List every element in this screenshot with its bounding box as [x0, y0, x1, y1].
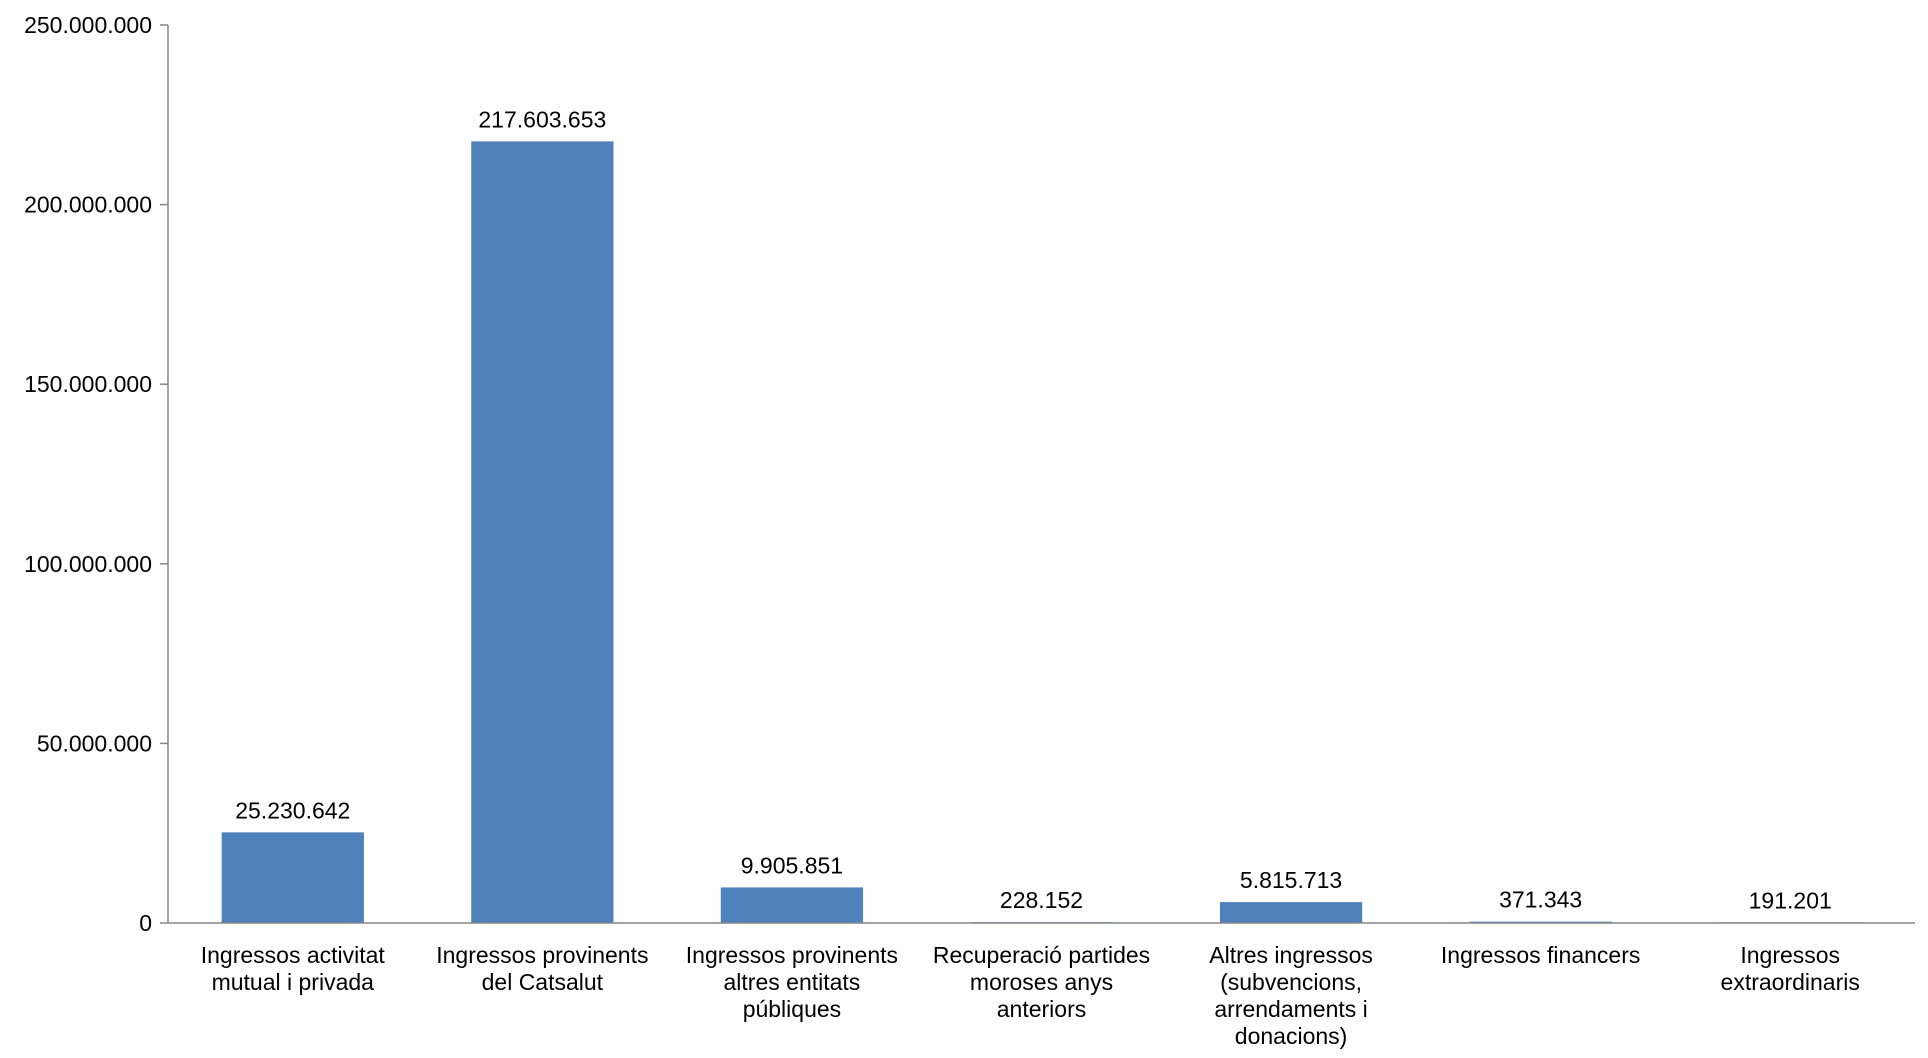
category-label: Ingressos extraordinaris: [1721, 942, 1860, 995]
category-label-line: (subvencions,: [1220, 969, 1362, 995]
data-label: 228.152: [1000, 887, 1083, 913]
y-tick-label: 150.000.000: [24, 371, 152, 397]
category-label-line: del Catsalut: [482, 969, 604, 995]
category-label-line: extraordinaris: [1721, 969, 1860, 995]
data-label: 191.201: [1749, 887, 1832, 913]
category-label-line: Recuperació partides: [933, 942, 1150, 968]
category-label: Ingressos activitat mutual i privada: [201, 942, 386, 995]
bar: [471, 141, 614, 923]
y-tick-label: 250.000.000: [24, 12, 152, 38]
category-label: Altres ingressos (subvencions, arrendament…: [1209, 942, 1373, 1049]
data-label: 371.343: [1499, 887, 1582, 913]
y-tick-label: 0: [139, 910, 152, 936]
category-label-line: altres entitats: [724, 969, 861, 995]
category-labels: Ingressos activitat mutual i privadaIngre…: [201, 942, 1860, 1049]
bar: [221, 832, 364, 923]
category-label-line: arrendaments i: [1214, 996, 1367, 1022]
y-tick-label: 200.000.000: [24, 192, 152, 218]
bar: [1219, 902, 1363, 923]
data-label: 217.603.653: [478, 106, 606, 132]
category-label-line: públiques: [743, 996, 841, 1022]
category-label-line: Ingressos financers: [1441, 942, 1640, 968]
data-label: 9.905.851: [741, 852, 843, 878]
category-label-line: Altres ingressos: [1209, 942, 1373, 968]
category-label: Ingressos financers: [1441, 942, 1640, 968]
data-label: 5.815.713: [1240, 867, 1342, 893]
category-label-line: Ingressos provinents: [686, 942, 898, 968]
category-label-line: Ingressos provinents: [436, 942, 648, 968]
category-label-line: Ingressos activitat: [201, 942, 386, 968]
category-label: Ingressos provinents altres entitats públi…: [686, 942, 898, 1022]
category-label-line: mutual i privada: [212, 969, 375, 995]
y-tick-label: 50.000.000: [37, 730, 152, 756]
category-label-line: Ingressos: [1740, 942, 1840, 968]
category-label: Ingressos provinents del Catsalut: [436, 942, 648, 995]
bars: [221, 141, 1862, 923]
data-labels: 25.230.642 217.603.653 9.905.851 228.152 5.8…: [235, 106, 1832, 913]
data-label: 25.230.642: [235, 797, 350, 823]
category-label-line: moroses anys: [970, 969, 1113, 995]
category-label-line: donacions): [1235, 1023, 1348, 1049]
category-label-line: anteriors: [997, 996, 1086, 1022]
y-tick-label: 100.000.000: [24, 551, 152, 577]
bar: [720, 887, 864, 923]
category-label: Recuperació partides moroses anys anterior…: [933, 942, 1150, 1022]
y-axis-ticks: 0 50.000.000 100.000.000 150.000.000 200.000…: [24, 12, 168, 936]
